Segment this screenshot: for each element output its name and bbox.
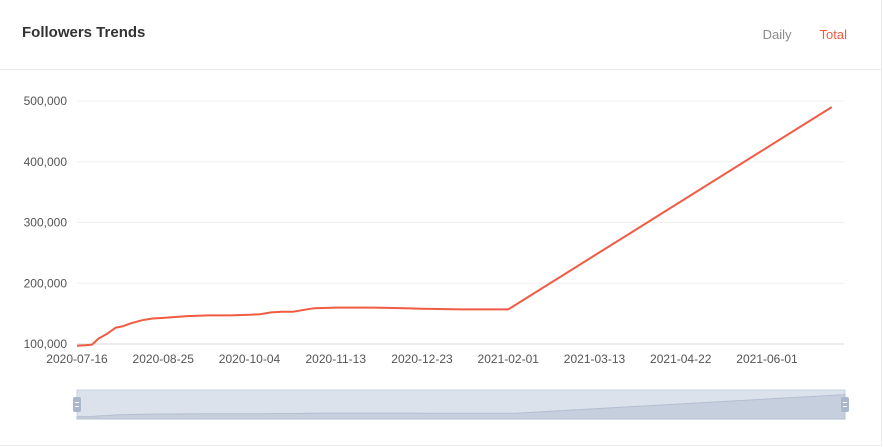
view-tabs: Daily Total — [763, 27, 847, 42]
zoom-handle-right[interactable] — [841, 397, 849, 412]
x-tick-label: 2021-02-01 — [478, 352, 540, 366]
x-tick-label: 2020-07-16 — [46, 352, 108, 366]
zoom-slider-preview — [76, 394, 846, 420]
card-title: Followers Trends — [22, 24, 146, 41]
y-tick-label: 500,000 — [24, 94, 68, 108]
y-tick-label: 100,000 — [24, 337, 68, 351]
x-tick-label: 2020-12-23 — [391, 352, 453, 366]
x-tick-label: 2020-11-13 — [306, 352, 367, 366]
y-tick-label: 300,000 — [24, 216, 68, 230]
y-tick-label: 400,000 — [24, 155, 68, 169]
series-line — [76, 106, 833, 347]
zoom-handle-left[interactable] — [73, 397, 81, 412]
card-header: Followers Trends Daily Total — [0, 0, 881, 70]
tab-total[interactable]: Total — [819, 27, 847, 42]
tab-daily[interactable]: Daily — [762, 27, 792, 42]
x-tick-label: 2020-08-25 — [133, 352, 195, 366]
x-tick-label: 2021-04-22 — [650, 352, 712, 366]
x-tick-label: 2020-10-04 — [219, 352, 281, 366]
x-tick-label: 2021-06-01 — [736, 352, 798, 366]
x-tick-label: 2021-03-13 — [564, 352, 626, 366]
y-tick-label: 200,000 — [24, 276, 68, 290]
